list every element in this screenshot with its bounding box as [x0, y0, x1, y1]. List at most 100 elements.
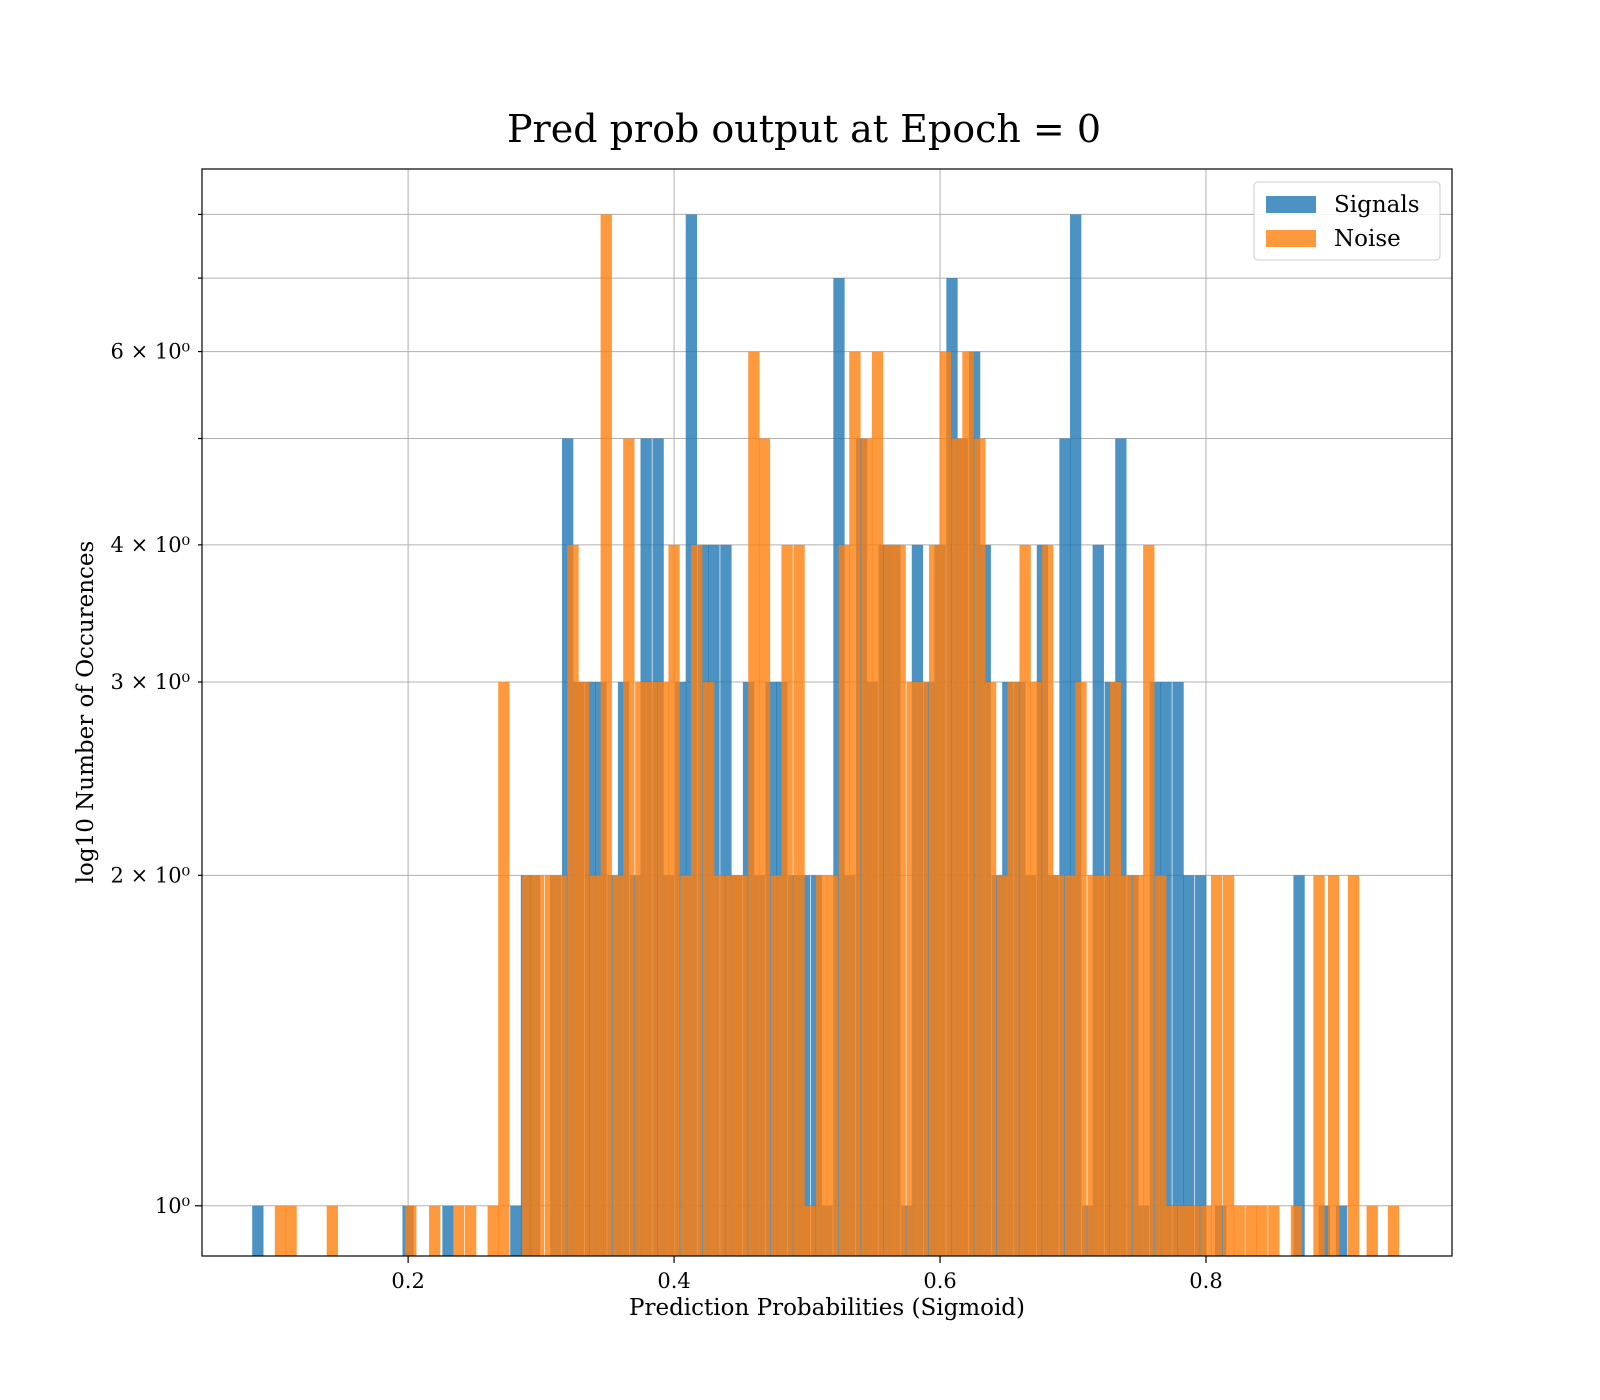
noise-bar-71: [1222, 875, 1235, 1256]
noise-bar-65: [1155, 875, 1167, 1256]
noise-bar-24: [691, 544, 703, 1256]
noise-bar-20: [645, 682, 658, 1256]
noise-bar-62: [1120, 875, 1132, 1256]
noise-bar-22: [668, 544, 680, 1256]
noise-bar-43: [906, 682, 918, 1256]
signals-bar-2: [442, 1205, 454, 1256]
noise-bar-60: [1097, 875, 1110, 1256]
noise-bar-63: [1132, 875, 1144, 1256]
x-axis: 0.2 0.4 0.6 0.8: [391, 1256, 1223, 1293]
signals-bar-0: [252, 1205, 264, 1256]
noise-bar-3: [405, 1205, 417, 1256]
noise-bar-57: [1064, 875, 1076, 1256]
chart-title: Pred prob output at Epoch = 0: [507, 107, 1101, 151]
noise-bar-69: [1200, 1205, 1212, 1256]
signals-bar-65: [1293, 875, 1305, 1256]
noise-bar-8: [498, 682, 510, 1256]
noise-bar-4: [429, 1205, 441, 1256]
y-axis: 10⁰ 2 × 10⁰ 3 × 10⁰ 4 × 10⁰ 6 × 10⁰: [111, 213, 202, 1218]
noise-bar-38: [849, 351, 861, 1257]
noise-bar-37: [838, 544, 850, 1256]
noise-bar-68: [1188, 1205, 1200, 1256]
noise-bar-1: [285, 1205, 297, 1256]
noise-bar-13: [567, 544, 579, 1256]
noise-bar-12: [555, 875, 567, 1256]
noise-bar-10: [532, 875, 545, 1256]
signals-bar-63: [1195, 875, 1207, 1256]
noise-bar-79: [1347, 875, 1360, 1256]
plot-frame: [201, 168, 1453, 1257]
signals-bar-61: [1172, 682, 1184, 1256]
x-tick-label-2: 0.6: [923, 1269, 956, 1293]
legend-label-noise: Noise: [1334, 226, 1401, 252]
signals-bar-3: [510, 1205, 522, 1256]
noise-bar-23: [680, 875, 692, 1256]
noise-bar-40: [871, 351, 884, 1257]
noise-bar-14: [578, 682, 590, 1256]
noise-bar-31: [770, 875, 783, 1256]
noise-bar-67: [1177, 1205, 1190, 1256]
noise-bar-73: [1245, 1205, 1257, 1256]
y-tick-label-2: 3 × 10⁰: [111, 670, 190, 694]
noise-bar-39: [861, 438, 873, 1256]
noise-bar-28: [736, 875, 748, 1256]
noise-bar-36: [826, 875, 838, 1256]
noise-bar-51: [996, 875, 1009, 1256]
noise-bar-33: [793, 544, 805, 1256]
noise-bar-25: [703, 682, 715, 1256]
noise-bar-47: [951, 438, 963, 1256]
y-tick-label-5: 6 × 10⁰: [111, 340, 190, 364]
noise-bar-19: [635, 682, 647, 1256]
noise-bar-16: [600, 214, 612, 1257]
noise-bar-49: [974, 438, 986, 1256]
noise-bar-0: [274, 1205, 287, 1256]
noise-bar-48: [962, 351, 974, 1257]
noise-bar-80: [1366, 1205, 1378, 1256]
noise-bar-45: [929, 544, 941, 1256]
noise-bar-34: [804, 1205, 816, 1256]
noise-bar-17: [612, 875, 624, 1256]
noise-bar-61: [1109, 682, 1122, 1256]
noise-bar-58: [1075, 682, 1087, 1256]
noise-bar-2: [326, 1205, 338, 1256]
noise-bar-27: [725, 875, 737, 1256]
y-tick-label-0: 10⁰: [155, 1194, 190, 1218]
noise-bar-29: [748, 351, 760, 1257]
noise-bar-44: [917, 682, 929, 1256]
noise-bar-5: [453, 1205, 465, 1256]
signals-bar-62: [1183, 875, 1195, 1256]
noise-bar-59: [1087, 875, 1099, 1256]
noise-bar-78: [1328, 875, 1340, 1256]
noise-bar-81: [1387, 1205, 1400, 1256]
signals-bar-51: [1059, 438, 1071, 1256]
noise-bar-52: [1007, 682, 1019, 1256]
y-tick-label-1: 2 × 10⁰: [111, 863, 190, 887]
bars: [252, 214, 1400, 1257]
noise-bar-35: [816, 875, 828, 1256]
noise-bar-75: [1268, 1205, 1280, 1256]
noise-bar-46: [939, 351, 951, 1257]
noise-bar-53: [1019, 544, 1031, 1256]
noise-bar-32: [781, 544, 793, 1256]
noise-bar-56: [1052, 875, 1065, 1256]
legend-label-signals: Signals: [1334, 192, 1420, 218]
y-tick-label-3: 4 × 10⁰: [111, 533, 190, 557]
noise-bar-18: [623, 438, 635, 1256]
y-axis-label: log10 Number of Occurences: [73, 541, 99, 884]
noise-bar-21: [657, 682, 670, 1256]
legend-swatch-signals: [1266, 196, 1316, 213]
legend: Signals Noise: [1253, 181, 1441, 261]
series-noise: [274, 214, 1400, 1257]
noise-bar-26: [713, 875, 725, 1256]
noise-bar-42: [894, 544, 906, 1256]
signals-bar-67: [1335, 1205, 1348, 1256]
x-axis-label: Prediction Probabilities (Sigmoid): [629, 1295, 1025, 1321]
x-tick-label-1: 0.4: [657, 1269, 690, 1293]
legend-swatch-noise: [1266, 230, 1316, 247]
noise-bar-77: [1313, 875, 1325, 1256]
noise-bar-6: [464, 1205, 477, 1256]
noise-bar-7: [487, 1205, 499, 1256]
noise-bar-66: [1165, 1205, 1178, 1256]
noise-bar-11: [544, 875, 557, 1256]
noise-bar-64: [1143, 544, 1155, 1256]
